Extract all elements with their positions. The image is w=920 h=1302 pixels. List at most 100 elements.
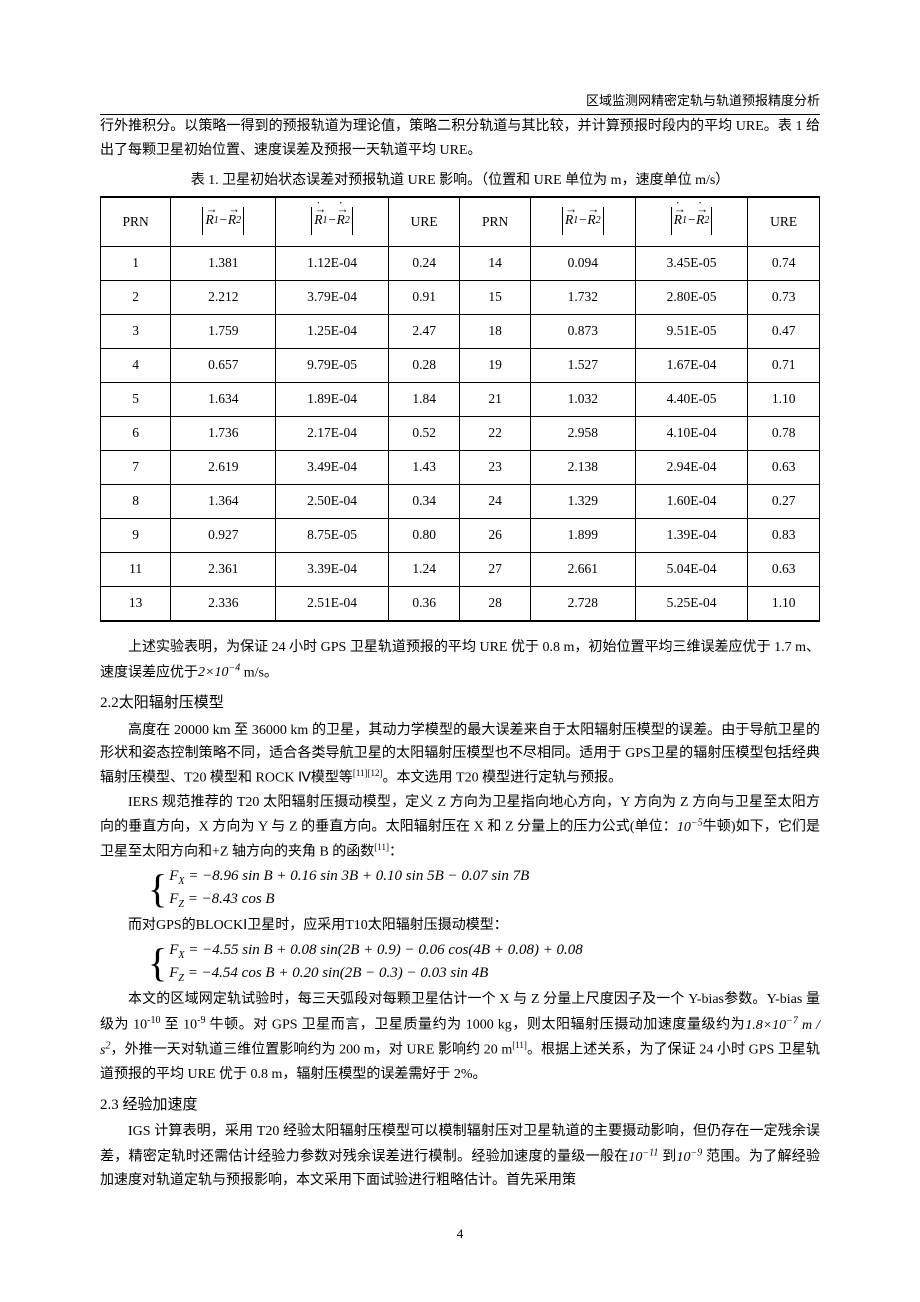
table-cell: 11 — [101, 552, 171, 586]
table-row: 11.3811.12E-040.24140.0943.45E-050.74 — [101, 247, 820, 281]
th-ure2: URE — [748, 197, 820, 247]
th-r: R1 − R2 — [171, 197, 276, 247]
table-cell: 0.36 — [388, 586, 460, 620]
table-cell: 5 — [101, 383, 171, 417]
table-cell: 9.51E-05 — [635, 315, 748, 349]
table-cell: 0.094 — [530, 247, 635, 281]
table-cell: 3.45E-05 — [635, 247, 748, 281]
colon1: ： — [389, 845, 403, 860]
sec22-p1: 高度在 20000 km 至 36000 km 的卫星，其动力学模型的最大误差来… — [100, 719, 820, 791]
table-cell: 23 — [460, 451, 530, 485]
table-cell: 1.24 — [388, 552, 460, 586]
table-cell: 24 — [460, 485, 530, 519]
table-cell: 0.78 — [748, 417, 820, 451]
sec23-title: 2.3 经验加速度 — [100, 1093, 820, 1119]
table-cell: 28 — [460, 586, 530, 620]
f1-fx: FX = −8.96 sin B + 0.16 sin 3B + 0.10 si… — [169, 866, 529, 889]
table-cell: 2.958 — [530, 417, 635, 451]
table1: PRN R1 − R2 R1 − R2 URE PRN — [100, 196, 820, 621]
table-cell: 1.634 — [171, 383, 276, 417]
table-cell: 8.75E-05 — [276, 518, 389, 552]
table-cell: 27 — [460, 552, 530, 586]
table-cell: 0.927 — [171, 518, 276, 552]
th-prn: PRN — [101, 197, 171, 247]
f1-fz: FZ = −8.43 cos B — [169, 889, 529, 912]
sec22-p3: 而对GPS的BLOCKⅠ卫星时，应采用T10太阳辐射压摄动模型： — [100, 914, 820, 938]
table-cell: 0.63 — [748, 552, 820, 586]
th-rd2: R1 − R2 — [635, 197, 748, 247]
expr-2e-4: 2×10−4 — [198, 665, 240, 680]
table-cell: 2.336 — [171, 586, 276, 620]
formula2: { FX = −4.55 sin B + 0.08 sin(2B + 0.9) … — [148, 940, 820, 986]
sec22-p1-b: 。本文选用 T20 模型进行定轨与预报。 — [383, 771, 623, 786]
table-cell: 1.10 — [748, 586, 820, 620]
table-cell: 4.40E-05 — [635, 383, 748, 417]
sec22-title: 2.2太阳辐射压模型 — [100, 691, 820, 717]
table-cell: 13 — [101, 586, 171, 620]
intro-paragraph: 行外推积分。以策略一得到的预报轨道为理论值，策略二积分轨道与其比较，并计算预报时… — [100, 115, 820, 163]
table-cell: 0.91 — [388, 281, 460, 315]
table-cell: 0.873 — [530, 315, 635, 349]
table-cell: 0.74 — [748, 247, 820, 281]
sec22-p4: 本文的区域网定轨试验时，每三天弧段对每颗卫星估计一个 X 与 Z 分量上尺度因子… — [100, 988, 820, 1087]
table-cell: 1.12E-04 — [276, 247, 389, 281]
table-cell: 3 — [101, 315, 171, 349]
table-cell: 3.49E-04 — [276, 451, 389, 485]
table-cell: 9 — [101, 518, 171, 552]
table-cell: 1.60E-04 — [635, 485, 748, 519]
table-cell: 2.80E-05 — [635, 281, 748, 315]
table-cell: 2.51E-04 — [276, 586, 389, 620]
table1-caption: 表 1. 卫星初始状态误差对预报轨道 URE 影响。（位置和 URE 单位为 m… — [100, 169, 820, 193]
table-cell: 2.138 — [530, 451, 635, 485]
table-cell: 1.364 — [171, 485, 276, 519]
exp-10: -10 — [147, 1015, 160, 1026]
table-cell: 2.212 — [171, 281, 276, 315]
table-cell: 2.728 — [530, 586, 635, 620]
th-prn2: PRN — [460, 197, 530, 247]
table-cell: 1.736 — [171, 417, 276, 451]
table-cell: 2.619 — [171, 451, 276, 485]
expr-10e-11: 10−11 — [628, 1150, 658, 1165]
table-cell: 22 — [460, 417, 530, 451]
table-cell: 9.79E-05 — [276, 349, 389, 383]
table-cell: 3.79E-04 — [276, 281, 389, 315]
th-rd: R1 − R2 — [276, 197, 389, 247]
table-cell: 0.27 — [748, 485, 820, 519]
table-row: 112.3613.39E-041.24272.6615.04E-040.63 — [101, 552, 820, 586]
table-cell: 6 — [101, 417, 171, 451]
table-cell: 1.381 — [171, 247, 276, 281]
table-cell: 18 — [460, 315, 530, 349]
table-cell: 2 — [101, 281, 171, 315]
table-cell: 2.361 — [171, 552, 276, 586]
table-cell: 5.04E-04 — [635, 552, 748, 586]
sec22-p2: IERS 规范推荐的 T20 太阳辐射压摄动模型，定义 Z 方向为卫星指向地心方… — [100, 791, 820, 865]
table-cell: 1.39E-04 — [635, 518, 748, 552]
table-row: 72.6193.49E-041.43232.1382.94E-040.63 — [101, 451, 820, 485]
table-cell: 2.17E-04 — [276, 417, 389, 451]
table-row: 81.3642.50E-040.34241.3291.60E-040.27 — [101, 485, 820, 519]
s23b: 到 — [662, 1150, 676, 1165]
p4b: 至 10 — [161, 1018, 198, 1033]
exp-9: -9 — [197, 1015, 205, 1026]
expr-10e-9b: 10−9 — [677, 1150, 703, 1165]
table-cell: 1.329 — [530, 485, 635, 519]
t2: m/s。 — [240, 665, 278, 680]
table-cell: 26 — [460, 518, 530, 552]
th-ure: URE — [388, 197, 460, 247]
table-cell: 5.25E-04 — [635, 586, 748, 620]
table-cell: 1.732 — [530, 281, 635, 315]
f2-fz: FZ = −4.54 cos B + 0.20 sin(2B − 0.3) − … — [169, 963, 583, 986]
table-row: 51.6341.89E-041.84211.0324.40E-051.10 — [101, 383, 820, 417]
table-cell: 0.52 — [388, 417, 460, 451]
table-cell: 1.89E-04 — [276, 383, 389, 417]
table-cell: 1.032 — [530, 383, 635, 417]
table-cell: 4 — [101, 349, 171, 383]
th-r2: R1 − R2 — [530, 197, 635, 247]
p4c: 牛顿。对 GPS 卫星而言，卫星质量约为 1000 kg，则太阳辐射压摄动加速度… — [206, 1018, 746, 1033]
table-row: 40.6579.79E-050.28191.5271.67E-040.71 — [101, 349, 820, 383]
table-cell: 3.39E-04 — [276, 552, 389, 586]
table-cell: 1.527 — [530, 349, 635, 383]
table-cell: 19 — [460, 349, 530, 383]
running-head: 区域监测网精密定轨与轨道预报精度分析 — [100, 90, 820, 115]
table-cell: 0.657 — [171, 349, 276, 383]
